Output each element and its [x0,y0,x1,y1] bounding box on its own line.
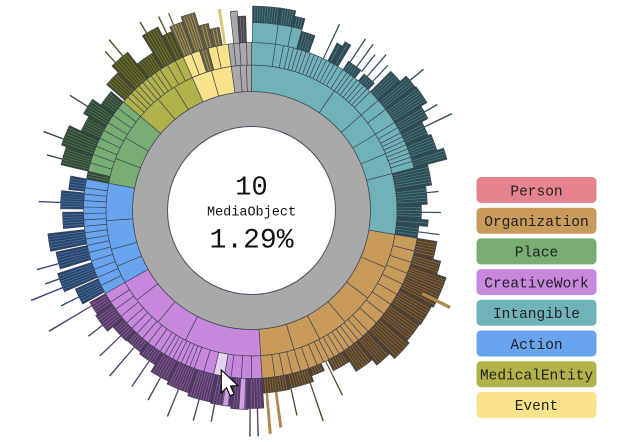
svg-text:MediaObject: MediaObject [207,206,296,221]
svg-text:Person: Person [510,184,562,200]
svg-text:Event: Event [515,399,559,415]
svg-text:CreativeWork: CreativeWork [484,276,588,292]
svg-text:1.29%: 1.29% [209,226,293,257]
svg-text:Intangible: Intangible [493,307,580,323]
svg-text:Place: Place [515,246,559,262]
svg-text:Action: Action [510,338,562,354]
svg-text:MedicalEntity: MedicalEntity [480,369,593,385]
svg-text:Organization: Organization [484,215,588,231]
svg-text:10: 10 [235,174,267,204]
